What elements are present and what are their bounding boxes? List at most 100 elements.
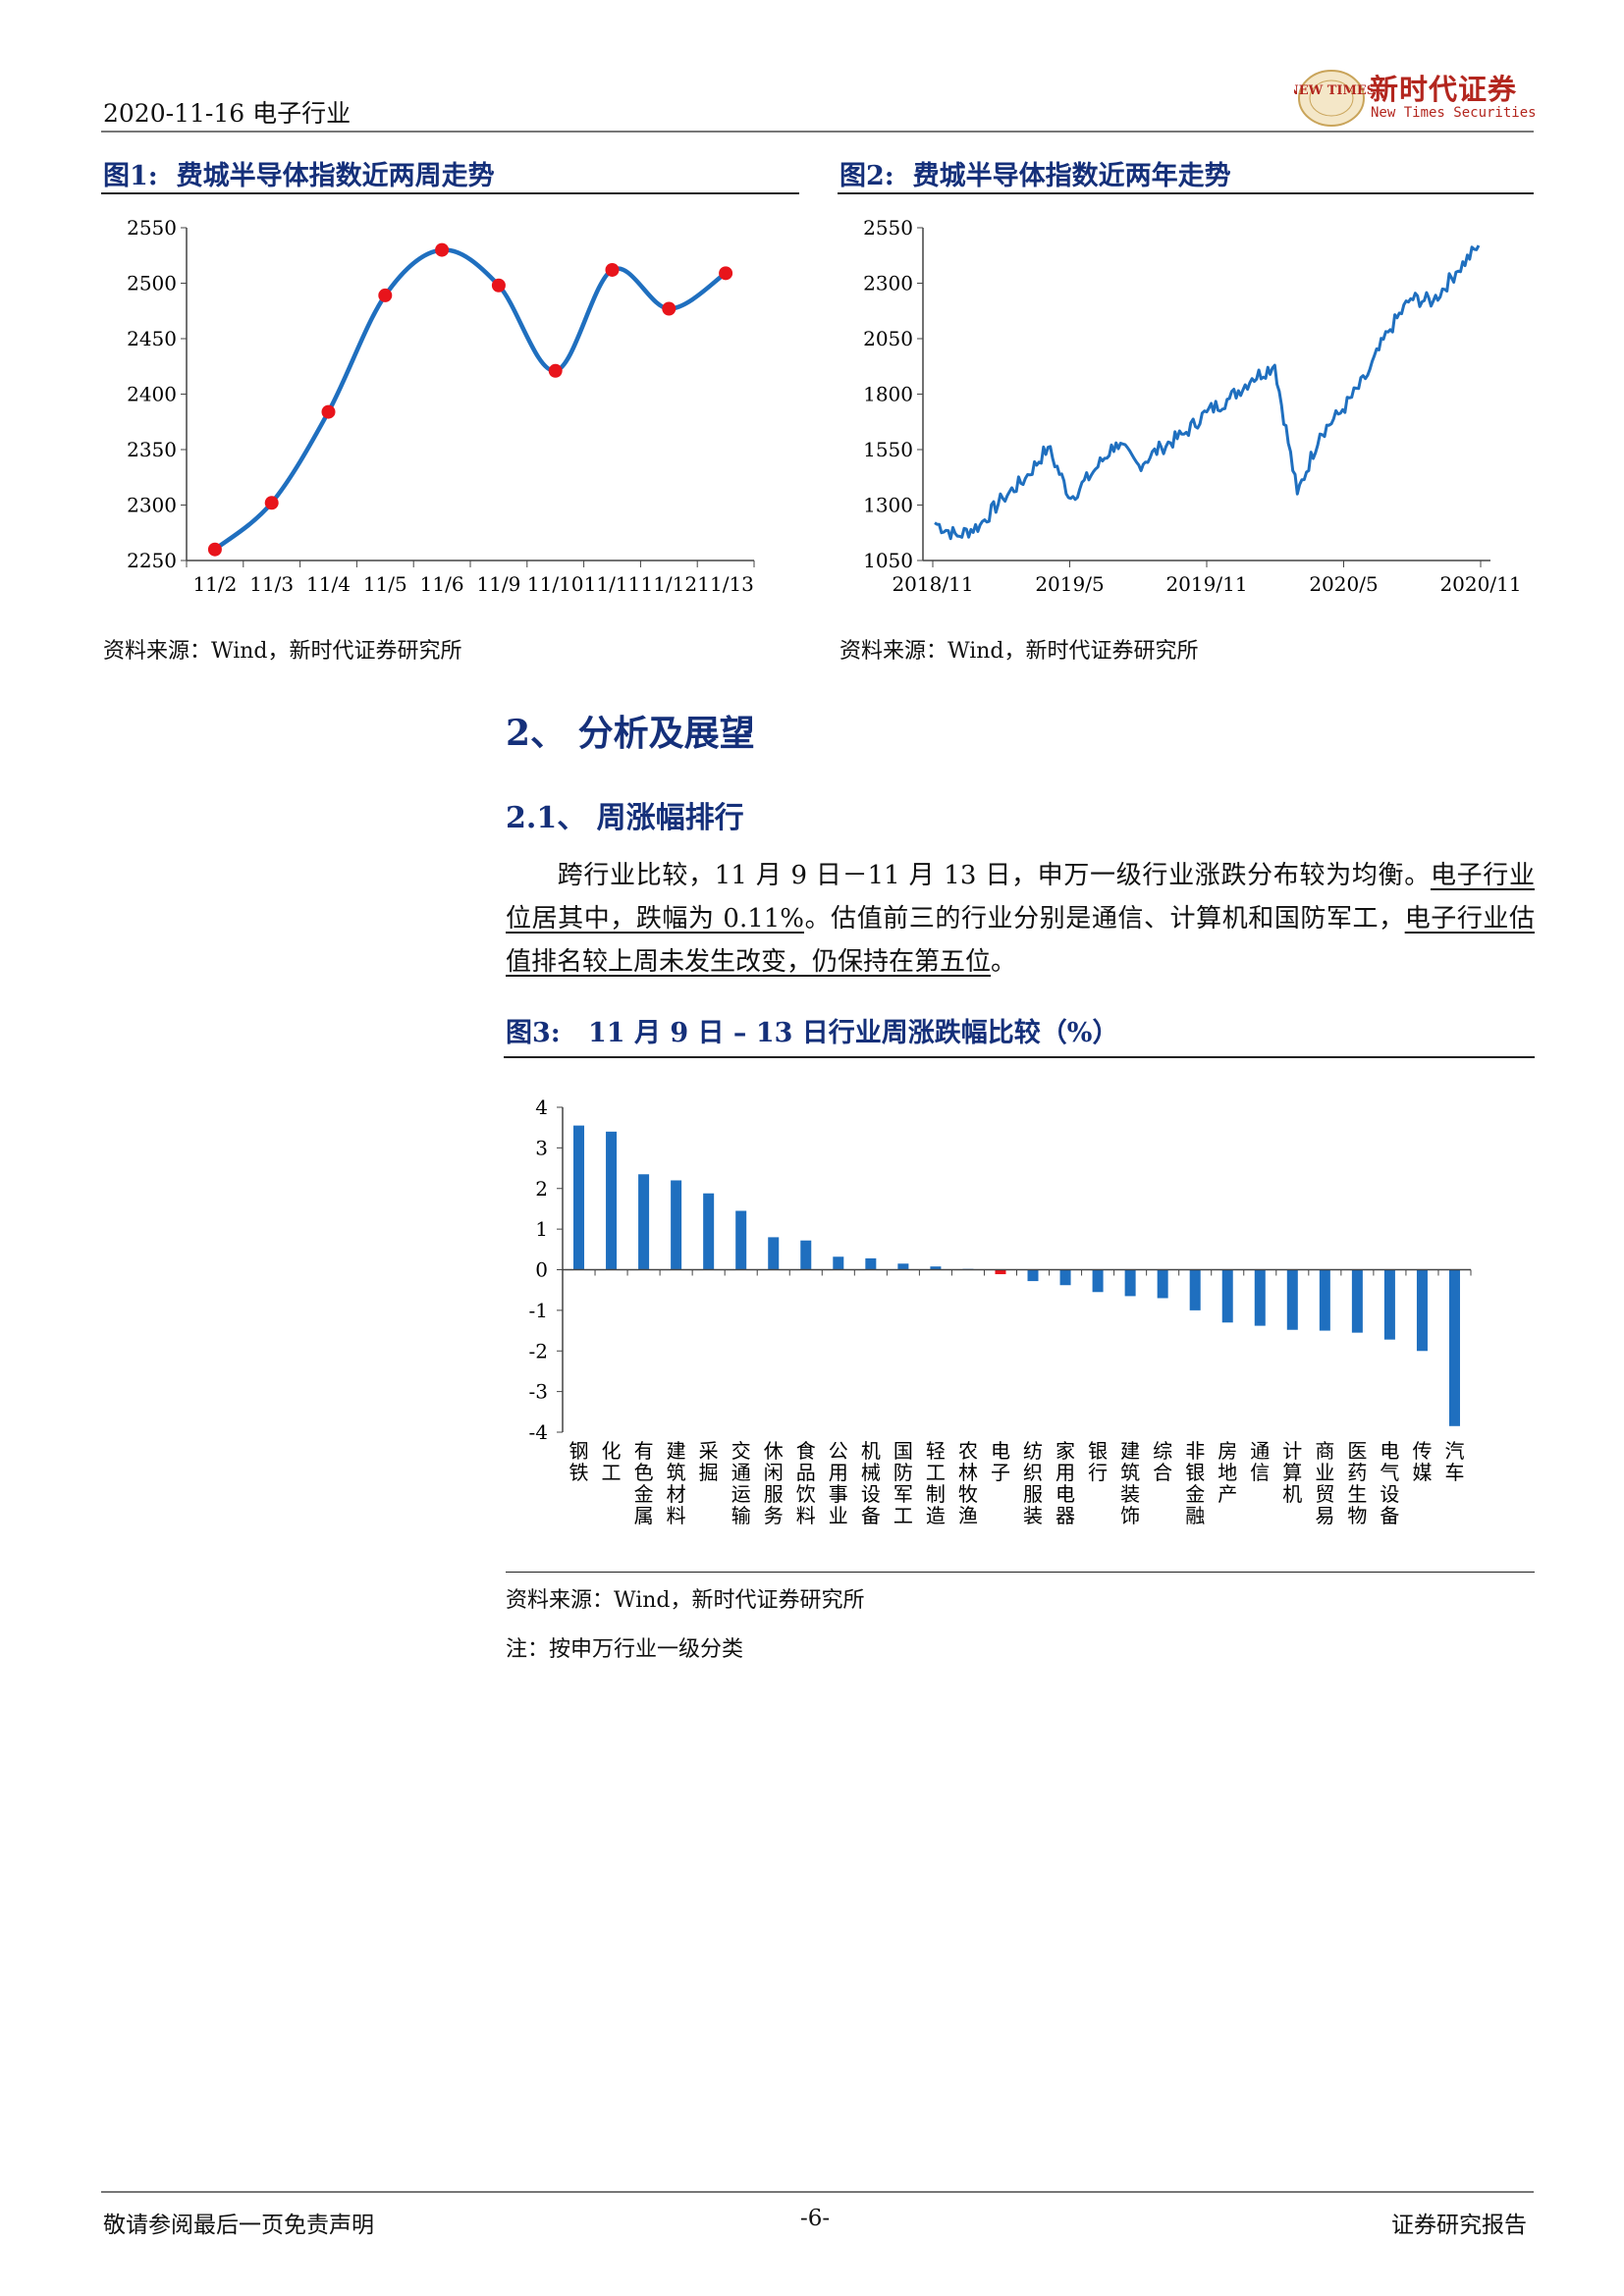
x-tick-label: 商业贸易 (1315, 1439, 1334, 1527)
figure1-label: 图1: (103, 161, 158, 191)
x-tick-label: 交通运输 (731, 1439, 751, 1527)
data-point (491, 278, 506, 293)
y-tick-label: 3 (535, 1136, 548, 1159)
x-tick-label: 医药生物 (1347, 1439, 1367, 1527)
bar (1221, 1269, 1233, 1323)
data-point (662, 301, 677, 316)
x-tick-label: 国防军工 (893, 1439, 913, 1527)
y-tick-label: 4 (535, 1095, 548, 1119)
y-tick-label: 2050 (863, 327, 913, 350)
figure3-title: 图3: 11 月 9 日 – 13 日行业周涨跌幅比较（%） (506, 1011, 1118, 1049)
y-tick-label: -3 (529, 1380, 548, 1404)
x-tick-label: 轻工制造 (926, 1439, 946, 1527)
logo-name-cn: 新时代证券 (1370, 73, 1518, 106)
y-tick-label: -2 (529, 1339, 548, 1362)
figure2-source: 资料来源：Wind，新时代证券研究所 (839, 639, 1199, 664)
bar (1189, 1269, 1201, 1310)
x-tick-label: 采掘 (699, 1439, 719, 1484)
y-tick-label: 2300 (127, 494, 177, 517)
y-tick-label: 0 (535, 1258, 548, 1282)
figure3-note: 注：按申万行业一级分类 (506, 1637, 744, 1662)
x-tick-label: 11/3 (249, 572, 294, 596)
x-tick-label: 食品饮料 (796, 1439, 816, 1527)
data-point (264, 496, 279, 510)
bar (800, 1240, 812, 1270)
figure2-rule (838, 192, 1534, 194)
x-tick-label: 纺织服装 (1023, 1439, 1043, 1527)
x-tick-label: 电子 (991, 1439, 1010, 1484)
logo-name-en: New Times Securities (1371, 105, 1537, 121)
x-tick-label: 房地产 (1218, 1439, 1237, 1506)
bar (1319, 1269, 1330, 1331)
bar (1286, 1269, 1298, 1330)
x-tick-label: 2018/11 (892, 572, 973, 596)
analysis-paragraph: 跨行业比较，11 月 9 日－11 月 13 日，申万一级行业涨跌分布较为均衡。… (506, 854, 1535, 984)
bar (1416, 1269, 1428, 1352)
x-tick-label: 11/13 (697, 572, 754, 596)
bar (638, 1174, 650, 1270)
figure2-label: 图2: (839, 161, 894, 191)
figure1-source: 资料来源：Wind，新时代证券研究所 (103, 639, 462, 664)
y-tick-label: 2250 (127, 549, 177, 572)
x-tick-label: 电气设备 (1380, 1439, 1399, 1527)
figure1-chart: 2250 2300 2350 2400 2450 2500 2550 11/2 11/3 11/4… (127, 216, 755, 596)
para-underline-2: 电子行业估值排名较上周未发生改变，仍保持在第五位 (506, 904, 1535, 977)
figure2-chart: 1050 1300 1550 1800 2050 2300 2550 2018/11 2019/… (863, 216, 1521, 596)
y-tick-label: -1 (529, 1299, 548, 1322)
y-tick-label: 2300 (863, 272, 913, 295)
para-underline-1: 电子行业位居其中，跌幅为 0.11% (506, 861, 1535, 934)
bar (1448, 1269, 1460, 1426)
header-rule (101, 131, 1534, 133)
data-point (548, 363, 563, 378)
x-tick-label: 2020/11 (1439, 572, 1521, 596)
section-subheading: 2.1、 周涨幅排行 (506, 801, 744, 835)
bar (1027, 1269, 1039, 1282)
bar (606, 1131, 618, 1270)
x-tick-label: 11/4 (306, 572, 351, 596)
x-tick-label: 建筑材料 (667, 1439, 686, 1527)
data-point (435, 242, 450, 257)
bar (1383, 1269, 1395, 1340)
x-tick-label: 休闲服务 (764, 1439, 784, 1527)
bar (1092, 1269, 1104, 1293)
x-tick-label: 11/10 (527, 572, 584, 596)
bar (573, 1125, 585, 1270)
x-tick-label: 2020/5 (1309, 572, 1378, 596)
y-tick-label: 2450 (127, 327, 177, 350)
footer-report-type: 证券研究报告 (1391, 2213, 1527, 2238)
x-tick-label: 公用事业 (829, 1439, 848, 1527)
y-tick-label: 1550 (863, 438, 913, 461)
bar (1254, 1269, 1266, 1326)
bar (735, 1210, 747, 1270)
bar (768, 1237, 780, 1270)
figure1-title-text: 费城半导体指数近两周走势 (176, 161, 495, 191)
bar (1059, 1269, 1071, 1286)
figure1-title: 图1: 费城半导体指数近两周走势 (103, 154, 495, 192)
bar (1157, 1269, 1168, 1299)
figure2-title: 图2: 费城半导体指数近两年走势 (839, 154, 1231, 192)
bar (897, 1263, 909, 1270)
figure3-label: 图3: (506, 1018, 561, 1048)
x-tick-label: 11/11 (584, 572, 641, 596)
x-tick-label: 2019/11 (1165, 572, 1247, 596)
footer-rule (101, 2191, 1534, 2193)
y-tick-label: 2550 (127, 216, 177, 240)
y-tick-label: 1050 (863, 549, 913, 572)
x-tick-label: 机械设备 (861, 1439, 881, 1527)
x-tick-label: 综合 (1153, 1439, 1172, 1484)
x-tick-label: 化工 (602, 1439, 622, 1484)
data-point (719, 266, 733, 281)
x-tick-label: 钢铁 (569, 1439, 589, 1484)
y-tick-label: 1 (535, 1217, 548, 1241)
bar (1351, 1269, 1363, 1333)
x-tick-label: 11/9 (476, 572, 520, 596)
figure3-title-text: 11 月 9 日 – 13 日行业周涨跌幅比较（%） (587, 1018, 1119, 1048)
x-tick-label: 有色金属 (634, 1439, 654, 1527)
logo-badge-text: NEW TIMES (1294, 83, 1373, 98)
y-tick-label: 2500 (127, 272, 177, 295)
figure1-rule (101, 192, 799, 194)
y-tick-label: 2 (535, 1177, 548, 1201)
y-tick-label: 1300 (863, 494, 913, 517)
data-point (378, 288, 393, 302)
bar (671, 1180, 682, 1270)
